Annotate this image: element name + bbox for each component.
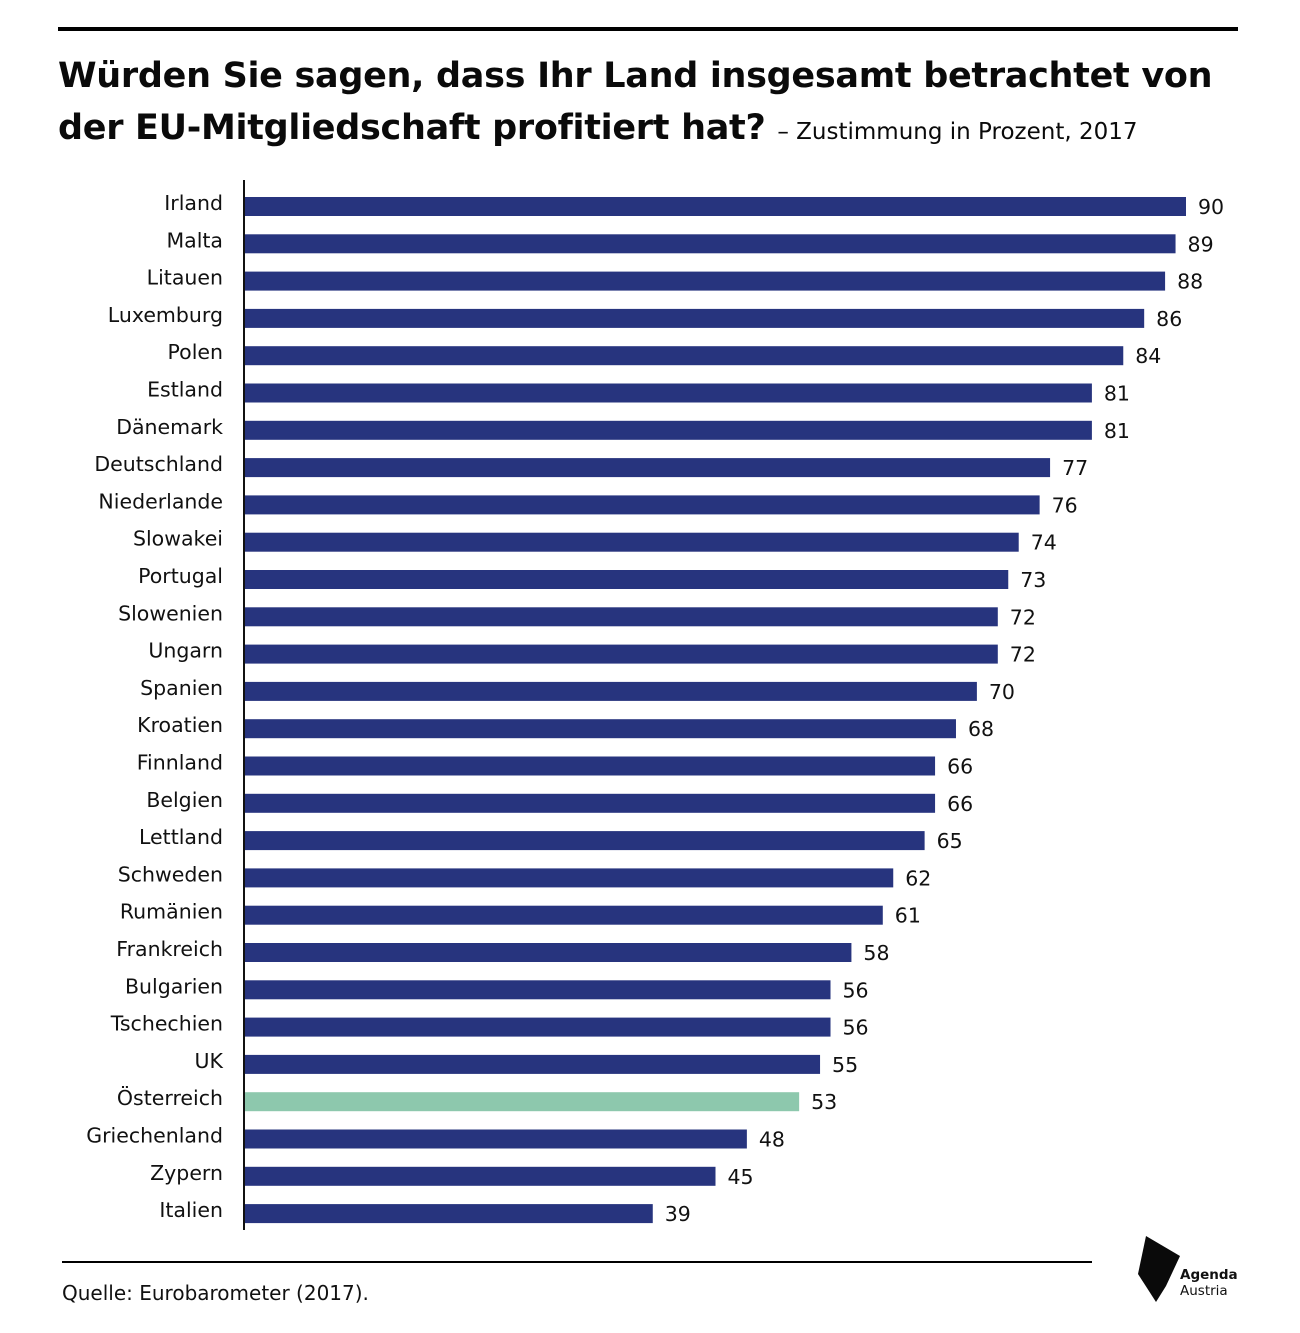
data-label: 45: [728, 1165, 754, 1189]
category-label: Schweden: [118, 862, 223, 886]
data-label: 88: [1177, 270, 1203, 294]
category-label: Ungarn: [148, 639, 223, 663]
bar: [245, 905, 883, 925]
data-label: 84: [1135, 344, 1161, 368]
data-label: 56: [843, 978, 869, 1002]
category-label: Italien: [159, 1198, 223, 1222]
category-label: Zypern: [150, 1161, 223, 1185]
category-label: Slowenien: [118, 601, 223, 625]
bar: [245, 1129, 747, 1149]
bar: [245, 1092, 800, 1112]
bar: [245, 1166, 716, 1186]
category-label: Slowakei: [133, 527, 223, 551]
category-label: Malta: [166, 228, 223, 252]
data-label: 66: [947, 792, 973, 816]
category-label: Luxemburg: [108, 303, 223, 327]
data-label: 66: [947, 755, 973, 779]
chart-subtitle: – Zustimmung in Prozent, 2017: [777, 119, 1138, 145]
data-label: 89: [1188, 232, 1214, 256]
data-label: 56: [843, 1016, 869, 1040]
data-label: 68: [968, 717, 994, 741]
agenda-austria-logo-icon: [1138, 1236, 1180, 1302]
bar: [245, 420, 1092, 440]
data-label: 62: [905, 866, 931, 890]
bar: [245, 1054, 821, 1074]
logo-wordmark: Agenda Austria: [1180, 1267, 1238, 1299]
bottom-rule: [62, 1261, 1092, 1263]
bar: [245, 271, 1166, 291]
category-label: Niederlande: [98, 489, 223, 513]
bar: [245, 831, 925, 851]
category-label: Litauen: [147, 266, 223, 290]
data-label: 39: [665, 1202, 691, 1226]
bar: [245, 1204, 653, 1224]
category-label: Deutschland: [94, 452, 223, 476]
category-label: Griechenland: [86, 1124, 223, 1148]
chart-title-block: Würden Sie sagen, dass Ihr Land insgesam…: [58, 50, 1258, 158]
bar: [245, 644, 998, 664]
category-label: Belgien: [146, 788, 223, 812]
category-label: Polen: [168, 340, 223, 364]
category-label: Portugal: [138, 564, 223, 588]
bar: [245, 681, 977, 701]
bar: [245, 383, 1092, 403]
top-rule: [58, 27, 1238, 31]
data-label: 81: [1104, 419, 1130, 443]
data-label: 55: [832, 1053, 858, 1077]
data-label: 86: [1156, 307, 1182, 331]
chart-title: Würden Sie sagen, dass Ihr Land insgesam…: [58, 56, 1213, 148]
bar: [245, 719, 956, 739]
bar: [245, 943, 852, 962]
bar: [245, 607, 998, 627]
category-label: Bulgarien: [125, 974, 223, 998]
bar: [245, 980, 831, 1000]
bar: [245, 756, 936, 776]
data-label: 73: [1020, 568, 1046, 592]
source-note: Quelle: Eurobarometer (2017).: [62, 1281, 369, 1305]
category-label: Spanien: [140, 676, 223, 700]
category-label: Kroatien: [137, 713, 223, 737]
bar: [245, 793, 936, 813]
category-label: Lettland: [139, 825, 223, 849]
bar-chart: Irland 90 Malta 89 Litauen 88 Luxemburg 86 Polen…: [86, 180, 1224, 1230]
category-label: Frankreich: [116, 937, 223, 961]
data-label: 70: [989, 680, 1015, 704]
bar: [245, 532, 1019, 552]
category-label: Österreich: [117, 1085, 223, 1110]
data-label: 72: [1010, 643, 1036, 667]
category-label: Tschechien: [110, 1012, 223, 1036]
logo-line-1: Agenda: [1180, 1267, 1238, 1283]
bar: [245, 570, 1009, 589]
bar: [245, 458, 1051, 478]
category-label: Estland: [147, 378, 223, 402]
bar: [245, 1017, 831, 1037]
bar: [245, 495, 1040, 515]
data-label: 76: [1052, 493, 1078, 517]
data-label: 48: [759, 1128, 785, 1152]
data-label: 72: [1010, 605, 1036, 629]
category-label: Dänemark: [116, 415, 223, 439]
bar: [245, 197, 1186, 216]
category-label: Finnland: [137, 751, 223, 775]
data-label: 74: [1031, 531, 1057, 555]
data-label: 65: [937, 829, 963, 853]
data-label: 90: [1198, 195, 1224, 219]
data-label: 58: [863, 941, 889, 965]
bar: [245, 346, 1124, 366]
category-label: Rumänien: [120, 900, 223, 924]
data-label: 77: [1062, 456, 1088, 480]
bar: [245, 868, 894, 888]
data-label: 53: [811, 1090, 837, 1114]
logo-line-2: Austria: [1180, 1283, 1228, 1299]
category-label: Irland: [164, 191, 223, 215]
category-label: UK: [195, 1049, 224, 1073]
data-label: 81: [1104, 382, 1130, 406]
bar: [245, 308, 1145, 328]
bar: [245, 234, 1176, 254]
data-label: 61: [895, 904, 921, 928]
